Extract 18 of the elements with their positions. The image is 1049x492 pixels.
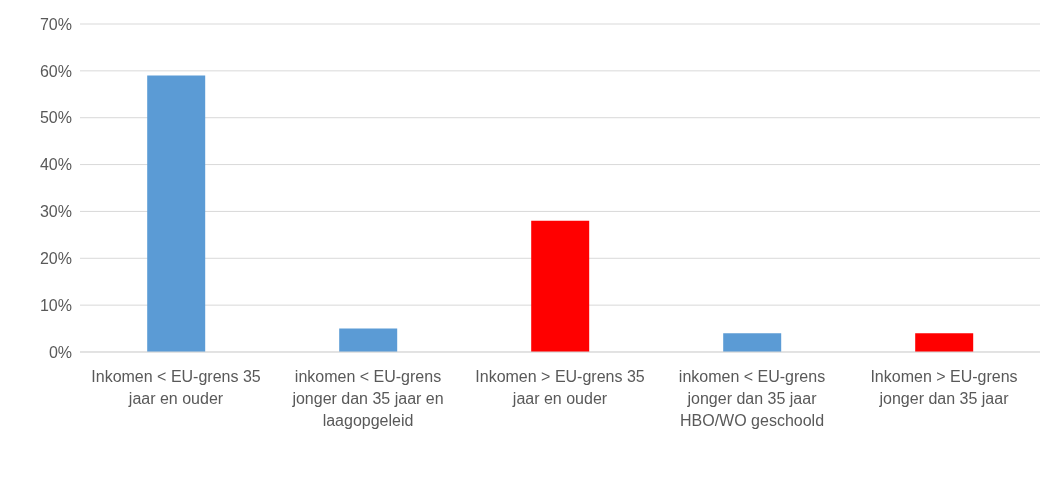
x-tick-label: Inkomen > EU-grens jonger dan 35 jaar [870,368,1018,407]
y-tick-label: 70% [39,15,72,33]
bar [339,328,398,352]
y-tick-label: 60% [39,62,72,80]
x-tick-label: Inkomen < EU-grens 35 jaar en ouder [91,368,261,407]
y-tick-label: 0% [48,343,72,361]
bar [723,333,782,352]
x-tick-label: Inkomen > EU-grens 35 jaar en ouder [475,368,645,407]
y-tick-label: 50% [39,109,72,127]
bar [147,75,206,352]
y-tick-label: 30% [39,203,72,221]
y-tick-label: 40% [39,156,72,174]
x-tick-label: inkomen < EU-grens jonger dan 35 jaar en laagopgeleid [291,368,444,429]
bar [915,333,974,352]
y-tick-label: 10% [39,296,72,314]
bar [531,220,590,352]
y-tick-label: 20% [39,249,72,267]
x-tick-label: inkomen < EU-grens jonger dan 35 jaar HBO/WO geschoold [678,368,826,429]
